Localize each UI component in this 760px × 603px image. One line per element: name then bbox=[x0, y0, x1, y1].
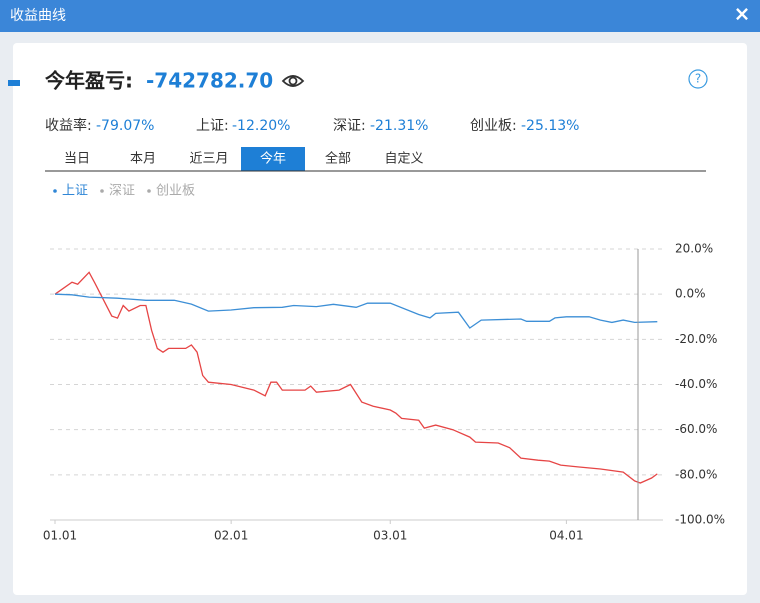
stat-label: 上证: bbox=[196, 118, 229, 134]
window-title: 收益曲线 bbox=[10, 8, 66, 24]
x-tick-label: 03.01 bbox=[373, 529, 407, 543]
legend-dot bbox=[100, 189, 104, 193]
title-bar bbox=[0, 0, 760, 32]
tab[interactable]: 本月 bbox=[130, 152, 156, 167]
y-tick-label: -60.0% bbox=[675, 422, 717, 436]
x-tick-label: 04.01 bbox=[549, 529, 583, 543]
x-tick-label: 01.01 bbox=[43, 529, 77, 543]
stat-label: 收益率: bbox=[45, 117, 92, 134]
tab[interactable]: 全部 bbox=[325, 151, 351, 167]
legend-entry[interactable]: 深证 bbox=[109, 184, 135, 199]
stat-value: -12.20% bbox=[232, 118, 290, 134]
y-tick-label: 20.0% bbox=[675, 242, 713, 256]
stat-label: 深证: bbox=[333, 118, 366, 134]
stat-label: 创业板: bbox=[470, 118, 517, 134]
legend-dot bbox=[53, 189, 57, 193]
close-button[interactable]: × bbox=[734, 2, 751, 26]
legend-entry[interactable]: 上证 bbox=[62, 184, 88, 199]
help-icon[interactable] bbox=[688, 69, 708, 89]
help-text[interactable]: ? bbox=[695, 72, 701, 86]
eye-icon[interactable] bbox=[281, 75, 305, 87]
y-tick-label: -20.0% bbox=[675, 332, 717, 346]
legend-entry[interactable]: 创业板 bbox=[156, 184, 195, 199]
pnl-value: -742782.70 bbox=[146, 69, 273, 93]
series-line bbox=[54, 293, 658, 329]
panel bbox=[13, 43, 747, 595]
y-tick-label: 0.0% bbox=[675, 287, 706, 301]
y-tick-label: -100.0% bbox=[675, 513, 725, 527]
legend-dot bbox=[147, 189, 151, 193]
tab[interactable]: 今年 bbox=[260, 151, 286, 167]
y-tick-label: -40.0% bbox=[675, 377, 717, 391]
stat-value: -25.13% bbox=[521, 118, 579, 134]
x-tick-label: 02.01 bbox=[214, 529, 248, 543]
series-line bbox=[54, 271, 658, 484]
stat-value: -21.31% bbox=[370, 118, 428, 134]
pnl-label: 今年盈亏: bbox=[45, 69, 133, 93]
y-tick-label: -80.0% bbox=[675, 467, 717, 481]
tab-active-bg bbox=[241, 147, 305, 171]
tab[interactable]: 当日 bbox=[64, 152, 90, 167]
tab[interactable]: 自定义 bbox=[384, 152, 423, 167]
side-marker bbox=[8, 80, 20, 86]
stat-value: -79.07% bbox=[96, 118, 154, 134]
tab[interactable]: 近三月 bbox=[189, 152, 228, 167]
